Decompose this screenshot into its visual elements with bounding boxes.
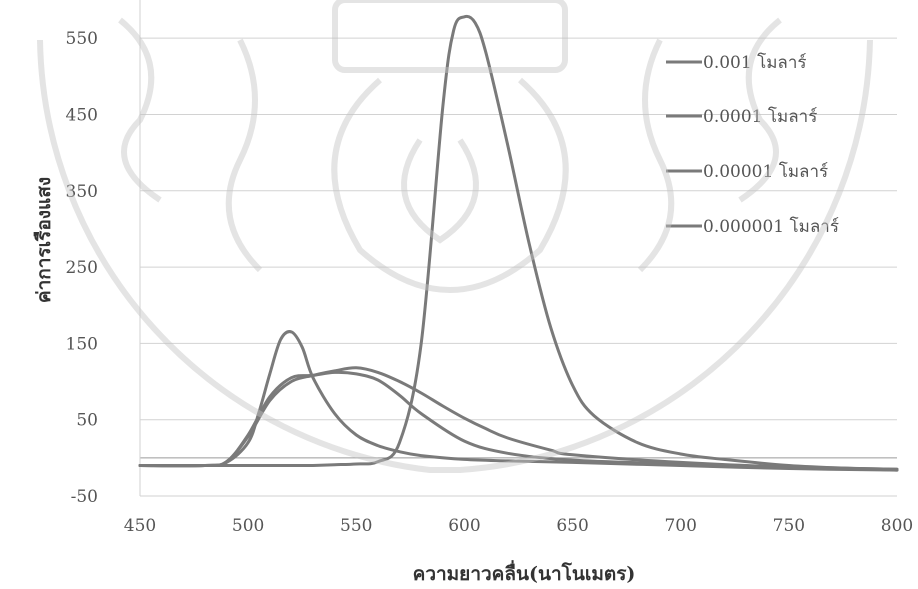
- legend-label: 0.000001 โมลาร์: [703, 216, 839, 237]
- series-line-2: [138, 330, 899, 472]
- y-tick-label: 250: [66, 258, 98, 278]
- tick-labels: -50 50 150 250 350 450 550 450 500 550 600 650 700 75…: [66, 29, 914, 536]
- legend-label: 0.00001 โมลาร์: [703, 161, 828, 182]
- x-tick-label: 750: [773, 516, 805, 536]
- x-tick-label: 500: [232, 516, 264, 536]
- x-tick-label: 450: [124, 516, 156, 536]
- x-axis-title: ความยาวคลื่น(นาโนเมตร): [413, 560, 636, 585]
- x-tick-label: 550: [340, 516, 372, 536]
- y-tick-label: 550: [66, 29, 98, 49]
- x-tick-label: 600: [448, 516, 480, 536]
- x-tick-label: 800: [881, 516, 913, 536]
- y-tick-label: 50: [76, 411, 98, 431]
- series-line-1: [138, 14, 899, 472]
- axes: [139, 0, 897, 497]
- legend: 0.001 โมลาร์ 0.0001 โมลาร์ 0.00001 โมลาร์ 0…: [666, 52, 839, 237]
- legend-label: 0.001 โมลาร์: [703, 52, 807, 73]
- y-axis-title: ค่าการเรืองแสง: [33, 177, 55, 303]
- legend-label: 0.0001 โมลาร์: [703, 106, 817, 127]
- series-line-4: [138, 366, 899, 471]
- x-tick-label: 650: [556, 516, 588, 536]
- series-lines: [138, 14, 899, 472]
- y-tick-label: 150: [66, 334, 98, 354]
- y-tick-label: -50: [71, 487, 98, 507]
- series-line-3: [138, 370, 899, 471]
- y-tick-label: 450: [66, 105, 98, 125]
- x-tick-label: 700: [664, 516, 696, 536]
- y-tick-label: 350: [66, 182, 98, 202]
